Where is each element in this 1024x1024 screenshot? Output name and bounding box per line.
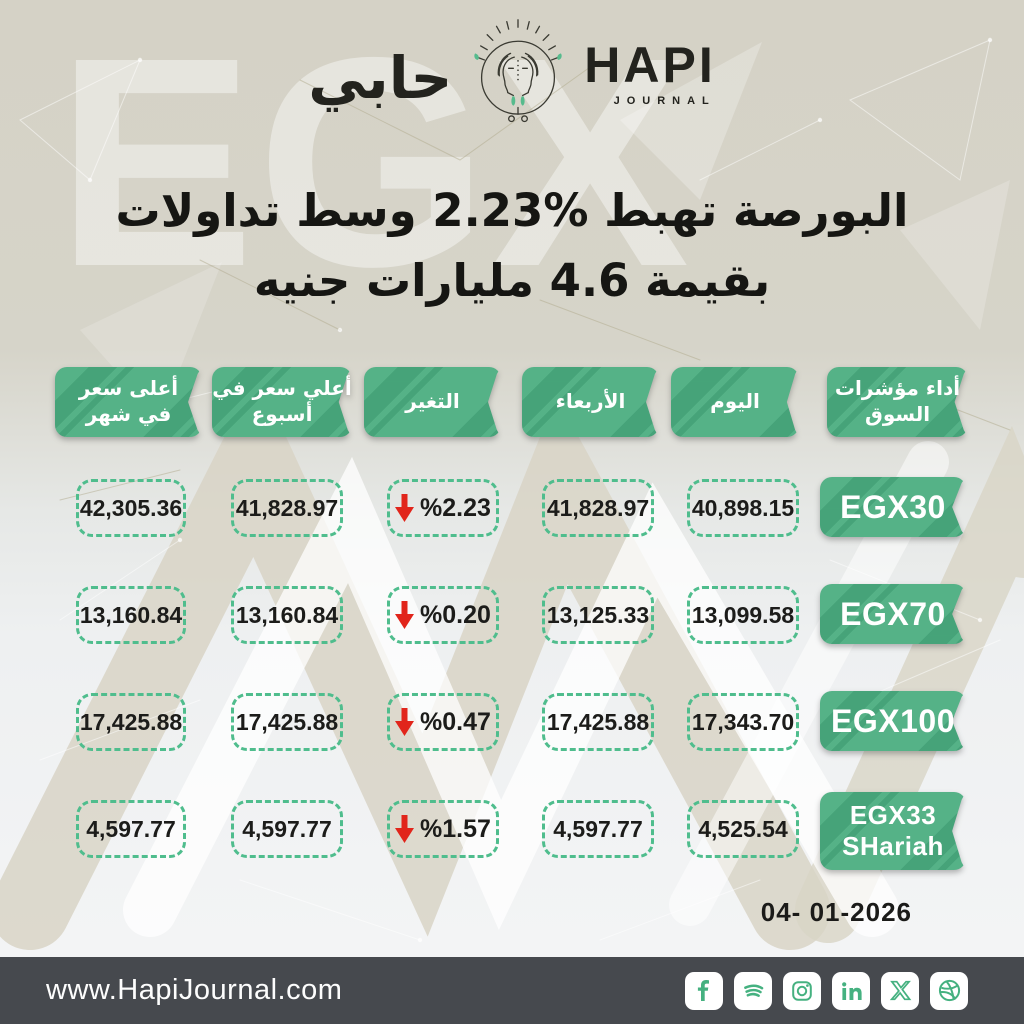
egx70-today: 13,099.58 (687, 586, 799, 644)
down-arrow-icon (395, 708, 415, 736)
headline-line1: البورصة تهبط %2.23 وسط تداولات (115, 184, 909, 237)
value: 42,305.36 (79, 494, 183, 521)
value: 17,425.88 (235, 708, 339, 735)
egx30-wednesday: 41,828.97 (542, 479, 654, 537)
header-week-high: أعلي سعر في أسبوع (212, 367, 352, 437)
header-label: أعلي سعر في (212, 376, 352, 401)
value: 40,898.15 (691, 494, 795, 521)
egx33-change: %1.57 (387, 800, 499, 858)
headline: البورصة تهبط %2.23 وسط تداولات بقيمة 4.6… (50, 176, 974, 316)
egx30-badge: EGX30 (820, 477, 966, 537)
egx70-change: %0.20 (387, 586, 499, 644)
egx70-badge: EGX70 (820, 584, 966, 644)
header-change: التغير (364, 367, 501, 437)
egx100-week-high: 17,425.88 (231, 693, 343, 751)
index-name: SHariah (842, 831, 944, 861)
x-icon[interactable] (881, 971, 919, 1010)
website-url[interactable]: www.HapiJournal.com (46, 974, 343, 1006)
index-name: EGX30 (840, 488, 946, 525)
value: %1.57 (420, 814, 491, 843)
header-today: اليوم (671, 367, 799, 437)
egx30-today: 40,898.15 (687, 479, 799, 537)
value: 4,597.77 (553, 815, 643, 842)
egx30-week-high: 41,828.97 (231, 479, 343, 537)
report-date: 04- 01-2026 (760, 897, 912, 927)
social-icons (685, 971, 968, 1010)
value: 41,828.97 (235, 494, 339, 521)
header-label: أسبوع (251, 402, 313, 426)
egx33-wednesday: 4,597.77 (542, 800, 654, 858)
down-arrow-icon (395, 494, 415, 522)
footer-bar: www.HapiJournal.com (0, 957, 1024, 1024)
value: 17,425.88 (546, 708, 650, 735)
brand-subtitle: JOURNAL (613, 94, 716, 107)
value: 4,597.77 (242, 815, 332, 842)
value: 13,160.84 (235, 601, 339, 628)
header-label: أعلى سعر (78, 376, 179, 401)
egx70-month-high: 13,160.84 (76, 586, 186, 644)
egx100-today: 17,343.70 (687, 693, 799, 751)
egx33-shariah-badge: EGX33 SHariah (820, 792, 966, 870)
header-label: التغير (405, 389, 460, 414)
index-name: EGX70 (840, 595, 946, 632)
linkedin-icon[interactable] (832, 971, 870, 1010)
value: 4,525.54 (698, 815, 788, 842)
egx100-wednesday: 17,425.88 (542, 693, 654, 751)
value: 41,828.97 (546, 494, 650, 521)
egx33-week-high: 4,597.77 (231, 800, 343, 858)
egx30-month-high: 42,305.36 (76, 479, 186, 537)
header-label: السوق (864, 402, 931, 426)
value: %2.23 (420, 493, 491, 522)
down-arrow-icon (395, 601, 415, 629)
brand-logo: حابي (0, 14, 1024, 132)
egx-watermark-text: EGX (56, 0, 692, 329)
value: 13,160.84 (79, 601, 183, 628)
egx70-wednesday: 13,125.33 (542, 586, 654, 644)
header-label: اليوم (710, 389, 760, 414)
header-label: في شهر (85, 402, 172, 426)
value: 17,425.88 (79, 708, 183, 735)
value: %0.47 (420, 707, 491, 736)
egx100-change: %0.47 (387, 693, 499, 751)
value: 17,343.70 (691, 708, 795, 735)
header-market-indices: أداء مؤشرات السوق (827, 367, 968, 437)
egx33-month-high: 4,597.77 (76, 800, 186, 858)
value: 13,099.58 (691, 601, 795, 628)
header-label: أداء مؤشرات (834, 376, 961, 401)
egx70-week-high: 13,160.84 (231, 586, 343, 644)
index-name: EGX33 (849, 799, 937, 830)
egx30-change: %2.23 (387, 479, 499, 537)
header-wednesday: الأربعاء (522, 367, 659, 437)
hapi-emblem-icon (474, 19, 562, 123)
headline-line2: بقيمة 4.6 مليارات جنيه (253, 253, 771, 307)
value: %0.20 (420, 600, 491, 629)
header-label: الأربعاء (555, 389, 626, 414)
index-name: EGX100 (831, 702, 955, 739)
brand-wordmark-latin: HAPI JOURNAL (584, 40, 715, 107)
facebook-icon[interactable] (685, 971, 723, 1010)
dribbble-icon[interactable] (930, 971, 968, 1010)
header-month-high: أعلى سعر في شهر (55, 367, 202, 437)
value: 4,597.77 (86, 815, 176, 842)
down-arrow-icon (395, 815, 415, 843)
value: 13,125.33 (546, 601, 650, 628)
instagram-icon[interactable] (783, 971, 821, 1010)
spotify-icon[interactable] (734, 971, 772, 1010)
egx100-badge: EGX100 (820, 691, 966, 751)
brand-name: HAPI (584, 36, 716, 93)
egx100-month-high: 17,425.88 (76, 693, 186, 751)
brand-wordmark-arabic: حابي (308, 44, 453, 112)
egx33-today: 4,525.54 (687, 800, 799, 858)
